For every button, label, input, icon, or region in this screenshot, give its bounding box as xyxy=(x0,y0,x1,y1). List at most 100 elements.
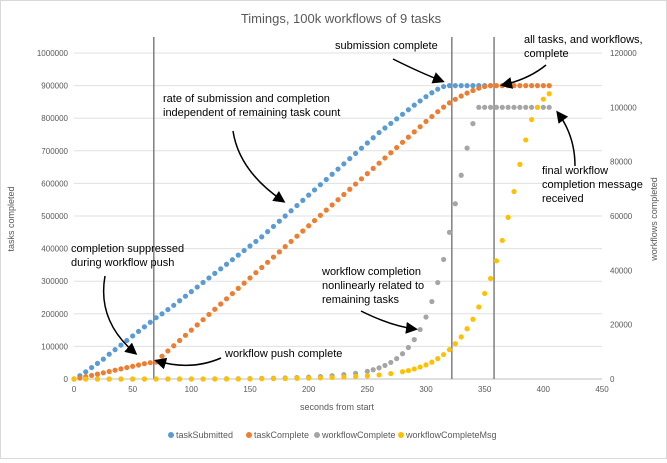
data-point xyxy=(423,362,429,368)
data-point xyxy=(130,376,136,382)
annotation-submission-complete: submission complete xyxy=(335,40,438,52)
data-point xyxy=(464,145,470,151)
data-point xyxy=(165,348,171,354)
data-point xyxy=(446,100,453,106)
data-point xyxy=(382,125,388,131)
data-point xyxy=(171,343,177,349)
x-tick-label: 100 xyxy=(185,385,199,394)
data-point xyxy=(329,202,335,208)
data-point xyxy=(235,376,241,382)
data-point xyxy=(182,332,189,338)
data-point xyxy=(106,376,112,382)
data-point xyxy=(546,104,552,110)
data-point xyxy=(112,367,118,373)
vertical-markers xyxy=(153,37,495,379)
data-point xyxy=(523,83,529,89)
data-point xyxy=(165,376,171,382)
data-point xyxy=(218,266,224,272)
data-point xyxy=(229,257,235,263)
data-point xyxy=(482,290,488,297)
data-point xyxy=(141,324,147,330)
data-point xyxy=(200,317,206,323)
data-point xyxy=(499,104,505,110)
data-point xyxy=(446,229,453,235)
data-point xyxy=(130,363,136,369)
data-point xyxy=(94,371,101,377)
data-point xyxy=(441,351,447,358)
data-point xyxy=(177,337,183,344)
data-point xyxy=(165,306,171,313)
arrow-final-message xyxy=(556,110,576,167)
data-point xyxy=(405,107,411,113)
data-point xyxy=(499,237,505,244)
data-point xyxy=(83,376,89,382)
data-point xyxy=(435,279,441,286)
data-point xyxy=(212,306,218,312)
data-point xyxy=(470,87,476,94)
y2-tick-label: 100000 xyxy=(610,103,637,112)
data-point xyxy=(241,280,247,286)
data-point xyxy=(476,104,482,110)
data-point xyxy=(124,364,130,371)
data-point xyxy=(505,104,511,110)
data-point xyxy=(423,118,429,125)
data-point xyxy=(259,376,265,382)
data-point xyxy=(317,375,323,381)
data-point xyxy=(182,293,189,299)
y-axis-label: tasks completed xyxy=(6,186,16,251)
data-point xyxy=(106,351,112,357)
y-tick-label: 1000000 xyxy=(37,49,69,58)
legend-label: workflowComplete xyxy=(321,430,396,440)
data-point xyxy=(429,298,435,305)
y2-tick-label: 60000 xyxy=(610,212,633,221)
data-point xyxy=(276,249,282,255)
data-point xyxy=(253,270,259,276)
data-point xyxy=(212,376,218,382)
data-point xyxy=(435,86,441,92)
data-point xyxy=(223,261,230,267)
data-point xyxy=(282,375,288,382)
data-point xyxy=(411,129,417,135)
annotation-push-complete: workflow push complete xyxy=(224,348,342,360)
data-point xyxy=(247,376,253,382)
data-point xyxy=(200,376,206,382)
data-point xyxy=(487,104,494,110)
data-point xyxy=(399,139,406,145)
data-point xyxy=(423,94,429,100)
axes: 0100000200000300000400000500000600000700… xyxy=(37,49,637,394)
data-point xyxy=(300,197,306,203)
series-group xyxy=(71,83,552,382)
data-point xyxy=(388,120,394,127)
y2-tick-label: 20000 xyxy=(610,321,633,330)
annotation-all-complete: all tasks, and workflows, complete xyxy=(524,34,646,60)
data-point xyxy=(370,165,376,172)
data-point xyxy=(130,333,136,339)
data-point xyxy=(534,83,541,89)
annotation-rate-independent: rate of submission and completion indepe… xyxy=(163,93,340,119)
data-point xyxy=(364,373,370,379)
y-tick-label: 900000 xyxy=(41,82,68,91)
series-taskSubmitted xyxy=(71,83,494,382)
data-point xyxy=(382,155,388,161)
data-point xyxy=(159,353,165,359)
data-point xyxy=(458,172,464,178)
data-point xyxy=(188,376,194,382)
data-point xyxy=(441,256,447,263)
data-point xyxy=(89,372,95,379)
data-point xyxy=(77,375,83,381)
legend-label: taskComplete xyxy=(254,430,309,440)
data-point xyxy=(294,233,300,239)
data-point xyxy=(429,113,435,120)
x-tick-label: 250 xyxy=(361,385,375,394)
data-point xyxy=(458,93,464,99)
data-point xyxy=(388,150,394,156)
data-point xyxy=(241,247,247,254)
data-point xyxy=(470,121,476,127)
data-point xyxy=(452,96,458,102)
data-point xyxy=(118,366,124,372)
data-point xyxy=(106,368,112,375)
data-point xyxy=(487,83,494,89)
data-point xyxy=(147,360,153,366)
